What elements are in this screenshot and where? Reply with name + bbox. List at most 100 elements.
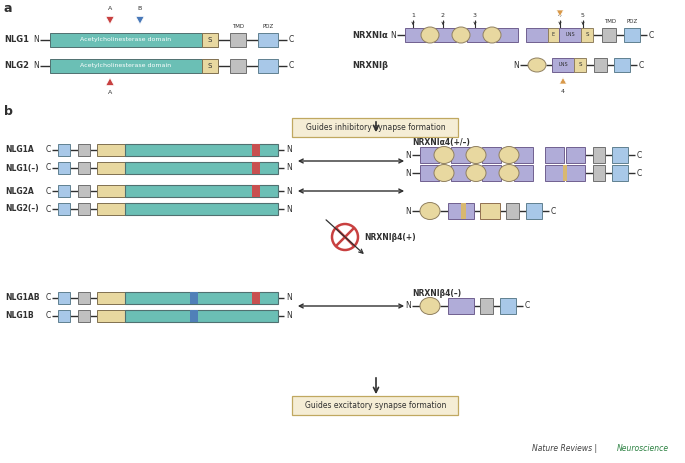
Bar <box>614 58 630 72</box>
Text: C: C <box>551 206 556 215</box>
Bar <box>58 185 70 197</box>
Ellipse shape <box>528 58 546 72</box>
Text: 5: 5 <box>581 13 585 18</box>
Bar <box>514 165 533 181</box>
Text: Guides excitatory synapse formation: Guides excitatory synapse formation <box>305 400 446 409</box>
Bar <box>58 203 70 215</box>
Text: TMD: TMD <box>232 24 244 29</box>
Bar <box>563 165 567 181</box>
Text: LNS: LNS <box>565 32 575 38</box>
Bar <box>202 33 218 47</box>
Text: b: b <box>4 105 13 118</box>
Bar <box>581 28 593 42</box>
Bar <box>78 203 90 215</box>
Bar <box>405 28 427 42</box>
Bar <box>125 310 278 322</box>
Bar <box>482 165 501 181</box>
Polygon shape <box>556 10 564 17</box>
Bar <box>58 144 70 156</box>
Text: N: N <box>33 62 39 70</box>
Bar <box>97 310 125 322</box>
Text: NRXNIβ4(+): NRXNIβ4(+) <box>364 232 416 242</box>
Ellipse shape <box>421 27 439 43</box>
Polygon shape <box>136 17 145 24</box>
Bar <box>58 310 70 322</box>
Bar <box>50 59 202 73</box>
Bar <box>58 292 70 304</box>
Bar <box>202 59 218 73</box>
Bar <box>451 147 470 163</box>
Bar <box>230 59 246 73</box>
Bar <box>125 185 278 197</box>
Bar <box>97 292 125 304</box>
Bar <box>252 185 260 197</box>
Text: N: N <box>286 294 292 302</box>
Ellipse shape <box>483 27 501 43</box>
Bar <box>258 59 278 73</box>
Text: N: N <box>286 145 292 155</box>
Bar <box>258 33 278 47</box>
Text: NRXNIα: NRXNIα <box>352 31 388 39</box>
Polygon shape <box>105 17 114 24</box>
Bar <box>125 203 278 215</box>
Bar <box>252 292 260 304</box>
Bar <box>97 144 125 156</box>
Text: C: C <box>45 163 51 173</box>
Polygon shape <box>105 78 114 86</box>
Bar <box>190 292 198 304</box>
Bar <box>612 165 628 181</box>
Bar <box>461 203 466 219</box>
Text: Neuroscience: Neuroscience <box>617 444 669 453</box>
Text: C: C <box>289 62 295 70</box>
Bar <box>480 203 500 219</box>
Text: Acetylcholinesterase domain: Acetylcholinesterase domain <box>80 63 171 69</box>
Text: C: C <box>649 31 654 39</box>
Text: Nature Reviews |: Nature Reviews | <box>532 444 599 453</box>
Text: NLG2(–): NLG2(–) <box>5 205 38 213</box>
Bar <box>78 292 90 304</box>
Bar <box>97 162 125 174</box>
Bar <box>602 28 616 42</box>
Text: PDZ: PDZ <box>262 24 273 29</box>
Text: C: C <box>637 150 643 159</box>
Bar <box>78 162 90 174</box>
Text: A: A <box>108 90 112 95</box>
FancyBboxPatch shape <box>292 395 458 414</box>
Text: N: N <box>286 187 292 195</box>
Text: N: N <box>286 163 292 173</box>
Bar <box>526 203 542 219</box>
Bar <box>50 33 202 47</box>
Text: NLG1AB: NLG1AB <box>5 294 40 302</box>
Text: NLG1: NLG1 <box>4 36 29 44</box>
Bar <box>252 162 260 174</box>
Bar <box>125 292 278 304</box>
Text: C: C <box>639 61 645 69</box>
Text: C: C <box>45 312 51 320</box>
Text: 4: 4 <box>561 89 565 94</box>
Text: 3: 3 <box>473 13 477 18</box>
Bar <box>482 147 501 163</box>
Bar <box>451 165 470 181</box>
Bar <box>448 298 474 314</box>
Text: C: C <box>45 187 51 195</box>
Text: N: N <box>286 205 292 213</box>
Bar <box>420 165 439 181</box>
Bar <box>559 28 581 42</box>
Ellipse shape <box>499 146 519 163</box>
Text: PDZ: PDZ <box>626 19 638 24</box>
Text: NLG1(–): NLG1(–) <box>5 163 38 173</box>
Bar <box>125 144 278 156</box>
Text: NLG2A: NLG2A <box>5 187 34 195</box>
Bar <box>97 203 125 215</box>
Bar <box>500 298 516 314</box>
Text: N: N <box>405 150 411 159</box>
Text: S: S <box>585 32 588 38</box>
Bar <box>230 33 246 47</box>
Text: LNS: LNS <box>558 63 568 68</box>
Text: TMD: TMD <box>604 19 616 24</box>
Bar <box>574 58 586 72</box>
Bar <box>566 165 585 181</box>
Text: Acetylcholinesterase domain: Acetylcholinesterase domain <box>80 38 171 43</box>
Text: S: S <box>208 63 212 69</box>
Ellipse shape <box>466 164 486 181</box>
